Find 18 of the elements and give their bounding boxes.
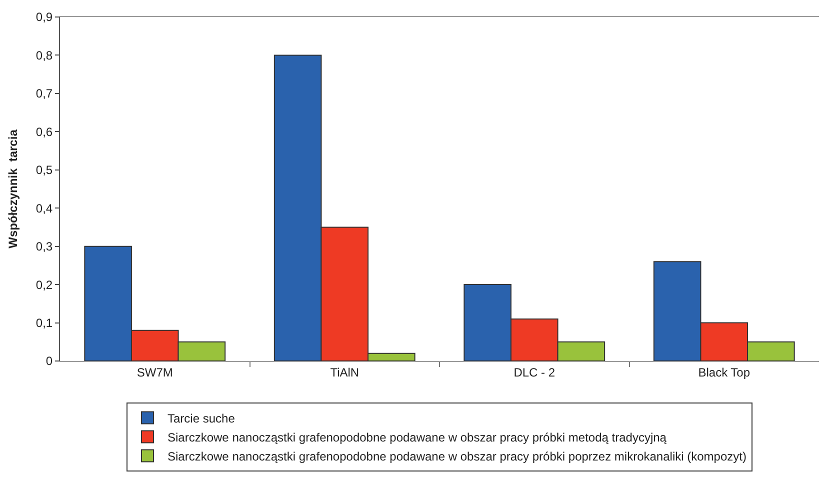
y-tick-label: 0,2 <box>36 278 53 292</box>
legend-label: Siarczkowe nanocząstki grafenopodobne podawane w obszar pracy próbki metodą tradycyjną <box>168 430 667 444</box>
y-tick-label: 0 <box>46 354 53 368</box>
legend-label: Siarczkowe nanocząstki grafenopodobne podawane w obszar pracy próbki poprzez mikrokanaliki (kompozyt) <box>168 449 746 464</box>
x-tick-label: SW7M <box>136 365 173 380</box>
y-tick-label: 0,8 <box>36 48 53 62</box>
y-tick-label: 0,7 <box>36 86 53 101</box>
y-tick-label: 0,1 <box>36 316 53 330</box>
x-tick-label: Black Top <box>698 365 750 380</box>
legend-label: Tarcie suche <box>168 411 236 426</box>
y-axis-title: Współczynnik tarcia <box>6 129 20 248</box>
y-tick-label: 0,5 <box>36 163 53 178</box>
y-tick-label: 0,3 <box>36 240 53 254</box>
x-tick-label: TiAlN <box>330 365 360 380</box>
y-tick-label: 0,4 <box>36 201 53 216</box>
y-tick-label: 0,9 <box>36 10 53 24</box>
y-tick-label: 0,6 <box>36 124 53 139</box>
x-tick-label: DLC - 2 <box>514 365 556 380</box>
